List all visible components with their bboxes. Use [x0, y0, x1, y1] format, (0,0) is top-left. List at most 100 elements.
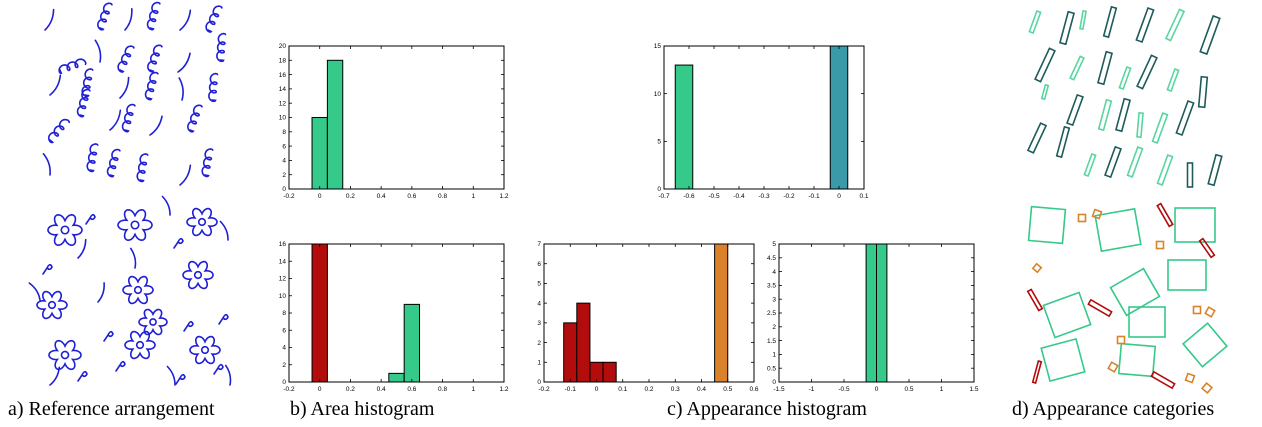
curve-stroke: [44, 8, 55, 31]
category-rectangle: [1097, 98, 1113, 132]
x-tick-label: 0.6: [749, 386, 758, 393]
small-curl: [175, 373, 186, 385]
category-rectangle: [1136, 54, 1158, 90]
x-tick-label: 0.2: [346, 193, 355, 200]
flower-center: [60, 225, 70, 235]
x-tick-label: -0.1: [565, 386, 577, 393]
category-rectangle: [1102, 5, 1118, 39]
y-tick-label: 12: [279, 276, 287, 283]
small-curl: [115, 360, 126, 372]
category-rectangle: [1167, 259, 1207, 291]
category-rectangle: [1197, 75, 1209, 109]
x-tick-label: 0: [875, 386, 879, 393]
curve-stroke: [97, 282, 105, 303]
curve-stroke: [49, 366, 61, 386]
reference-arrangement-figure: [28, 1, 232, 386]
histogram-bar-0: [865, 243, 877, 383]
histogram-bar-1: [388, 372, 405, 383]
x-tick-label: -0.2: [283, 386, 295, 393]
spiral-stroke: [58, 58, 87, 75]
y-tick-label: 15: [654, 43, 662, 50]
spiral-stroke: [208, 72, 219, 103]
x-tick-label: 0: [595, 386, 599, 393]
flower-center: [193, 270, 203, 280]
spiral-stroke: [136, 153, 149, 183]
category-rectangle: [1198, 237, 1216, 259]
histogram-bar-4: [714, 243, 729, 383]
curve-stroke: [161, 195, 171, 216]
category-rectangle: [1034, 47, 1056, 83]
y-tick-label: 3: [537, 320, 541, 327]
y-tick-label: 4: [282, 158, 286, 165]
histogram-bar-3: [602, 361, 617, 383]
y-tick-label: 2: [282, 172, 286, 179]
x-tick-label: 1.5: [969, 386, 978, 393]
x-tick-label: -0.5: [708, 193, 720, 200]
y-tick-label: 6: [282, 327, 286, 334]
category-rectangle: [1181, 322, 1229, 368]
y-tick-label: 4: [772, 269, 776, 276]
flower-shape: [138, 308, 168, 336]
category-rectangle: [1150, 370, 1176, 390]
category-rectangle: [1026, 288, 1044, 312]
y-tick-label: 2: [537, 340, 541, 347]
category-rectangle: [1096, 50, 1114, 86]
y-tick-label: 10: [279, 293, 287, 300]
flower-shape: [122, 275, 154, 305]
category-rectangle: [1031, 262, 1043, 274]
category-rectangle: [1094, 207, 1142, 253]
x-tick-label: 0.8: [438, 386, 447, 393]
histogram-bar-0: [563, 322, 578, 383]
x-tick-label: 1.2: [499, 193, 508, 200]
x-tick-label: 0: [318, 193, 322, 200]
curve-stroke: [109, 109, 122, 131]
small-curl: [183, 320, 194, 332]
y-tick-label: 0: [282, 186, 286, 193]
category-rectangle: [1077, 213, 1087, 223]
category-rectangle: [1109, 267, 1161, 317]
x-tick-label: -1: [809, 386, 815, 393]
y-tick-label: 10: [654, 91, 662, 98]
curve-stroke: [179, 9, 192, 31]
flower-shape: [189, 335, 221, 365]
category-rectangle: [1184, 372, 1196, 384]
y-tick-label: 5: [537, 281, 541, 288]
x-tick-label: -0.7: [658, 193, 670, 200]
x-tick-label: 0.6: [407, 386, 416, 393]
flower-shape: [48, 339, 82, 371]
spiral-stroke: [97, 2, 113, 31]
x-tick-label: 0.4: [697, 386, 706, 393]
category-rectangle: [1175, 99, 1195, 137]
category-rectangle: [1091, 208, 1103, 220]
category-rectangle: [1069, 55, 1085, 81]
caption-c: c) Appearance histogram: [667, 398, 867, 420]
y-tick-label: 1: [537, 359, 541, 366]
category-rectangle: [1028, 9, 1042, 35]
category-rectangle: [1026, 122, 1048, 154]
y-tick-label: 5: [772, 241, 776, 248]
spiral-stroke: [146, 1, 161, 31]
category-rectangle: [1199, 14, 1221, 56]
histogram-bar-0: [674, 64, 694, 190]
x-tick-label: -0.2: [283, 193, 295, 200]
caption-a: a) Reference arrangement: [8, 398, 215, 420]
x-tick-label: 0.3: [671, 386, 680, 393]
curve-stroke: [177, 52, 191, 73]
y-tick-label: 2.5: [767, 310, 776, 317]
y-tick-label: 3.5: [767, 283, 776, 290]
y-tick-label: 18: [279, 58, 287, 65]
y-tick-label: 6: [282, 143, 286, 150]
category-rectangle: [1040, 337, 1086, 383]
category-rectangle: [1117, 342, 1157, 378]
y-tick-label: 4.5: [767, 255, 776, 262]
caption-d: d) Appearance categories: [1012, 398, 1215, 420]
x-tick-label: -0.5: [838, 386, 850, 393]
spiral-stroke: [121, 103, 136, 133]
appearance-histogram-bottom-right: -1.5 -1 -0.5 0 0.5 1 1.5 0 0.5 1 1.5 2 2.5 3 3.5 4 4.5 5: [767, 241, 979, 393]
x-tick-label: 1: [471, 386, 475, 393]
flower-shape: [47, 213, 83, 247]
spiral-stroke: [205, 5, 223, 33]
category-rectangle: [1114, 97, 1132, 133]
curve-stroke: [224, 364, 232, 386]
